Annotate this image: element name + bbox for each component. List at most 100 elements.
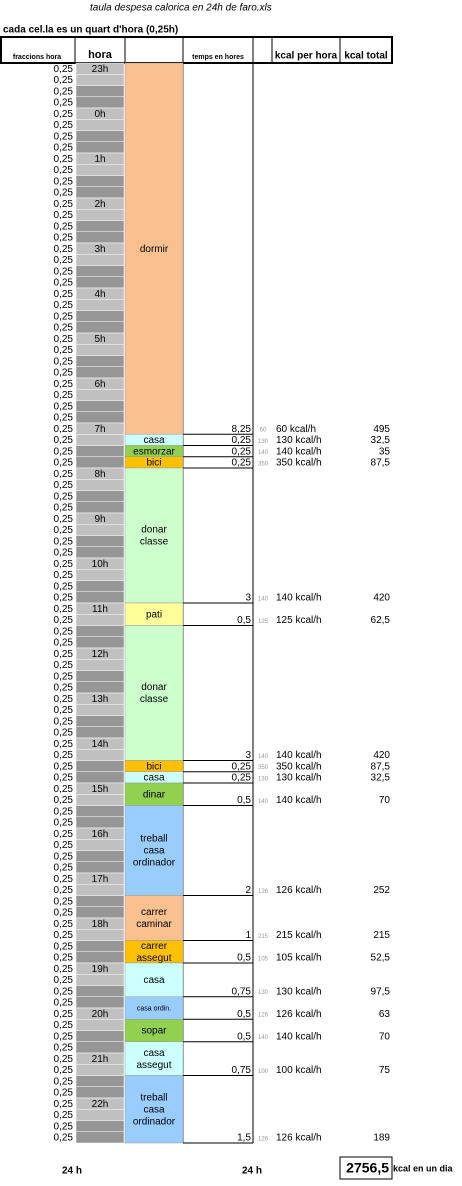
time: 0,75 <box>232 986 252 997</box>
kcal-per-hour: 140 kcal/h <box>276 593 322 604</box>
fraction: 0,25 <box>54 885 74 896</box>
fraction: 0,25 <box>54 154 74 165</box>
kcal-total: 75 <box>379 1065 391 1076</box>
fraction: 0,25 <box>54 908 74 919</box>
kcal-per-hour: 60 kcal/h <box>276 424 316 435</box>
fraction: 0,25 <box>54 356 74 367</box>
hour-label: 21h <box>92 1054 109 1065</box>
kcal-per-hour: 105 kcal/h <box>276 953 322 964</box>
hour-label: 6h <box>94 379 105 390</box>
hour-cell <box>75 1109 125 1121</box>
kcal-small: 140 <box>258 799 269 805</box>
hour-cell <box>75 265 125 277</box>
col-header: kcal total <box>344 51 388 62</box>
fraction: 0,25 <box>54 660 74 671</box>
hour-cell <box>75 569 125 581</box>
fraction: 0,25 <box>54 559 74 570</box>
time: 0,25 <box>232 446 252 457</box>
kcal-small: 130 <box>258 439 269 445</box>
hour-label: 7h <box>94 424 105 435</box>
fraction: 0,25 <box>54 964 74 975</box>
fraction: 0,25 <box>54 1110 74 1121</box>
hour-label: 8h <box>94 469 105 480</box>
fraction: 0,25 <box>54 278 74 289</box>
hour-label: 1h <box>94 154 105 165</box>
fraction: 0,25 <box>54 683 74 694</box>
hour-label: 5h <box>94 334 105 345</box>
hour-cell <box>75 119 125 131</box>
hour-cell <box>75 366 125 379</box>
fraction: 0,25 <box>54 829 74 840</box>
hour-cell <box>75 839 125 851</box>
fraction: 0,25 <box>54 188 74 199</box>
note: cada cel.la es un quart d'hora (0,25h) <box>3 25 178 36</box>
kcal-total: 420 <box>373 593 390 604</box>
fraction: 0,25 <box>54 379 74 390</box>
kcal-total: 189 <box>373 1133 390 1144</box>
kcal-total: 97,5 <box>371 986 391 997</box>
kcal-total: 215 <box>373 930 390 941</box>
fraction: 0,25 <box>54 525 74 536</box>
fraction: 0,25 <box>54 649 74 660</box>
activity-label: dinar <box>143 789 166 800</box>
hour-cell <box>75 884 125 896</box>
fraction: 0,25 <box>54 953 74 964</box>
kcal-small: 140 <box>258 754 269 760</box>
fraction: 0,25 <box>54 615 74 626</box>
hour-cell <box>75 96 125 109</box>
fraction: 0,25 <box>54 694 74 705</box>
title: taula despesa calorica en 24h de faro.xl… <box>90 3 272 14</box>
activity-block <box>124 625 184 761</box>
fraction: 0,25 <box>54 244 74 255</box>
hour-label: 4h <box>94 289 105 300</box>
kcal-small: 126 <box>258 889 269 895</box>
fraction: 0,25 <box>54 1054 74 1065</box>
fraction: 0,25 <box>54 300 74 311</box>
hour-label: 22h <box>92 1099 109 1110</box>
fraction: 0,25 <box>54 570 74 581</box>
fraction: 0,25 <box>54 176 74 187</box>
kcal-per-hour: 140 kcal/h <box>276 446 322 457</box>
hour-label: 15h <box>92 784 109 795</box>
activity-block <box>124 1041 184 1076</box>
fraction: 0,25 <box>54 739 74 750</box>
time: 0,5 <box>237 615 251 626</box>
activity-label: treball <box>140 1092 167 1103</box>
activity-label: carrer <box>141 941 168 952</box>
fraction: 0,25 <box>54 1031 74 1042</box>
kcal-small: 105 <box>258 956 269 962</box>
hour-cell <box>75 591 125 604</box>
activity-label: treball <box>140 834 167 845</box>
time: 0,5 <box>237 953 251 964</box>
activity-label: assegut <box>136 1060 171 1071</box>
fraction: 0,25 <box>54 323 74 334</box>
activity-label: assegut <box>136 953 171 964</box>
fraction: 0,25 <box>54 930 74 941</box>
hour-cell <box>75 344 125 356</box>
fraction: 0,25 <box>54 941 74 952</box>
hour-cell <box>75 209 125 221</box>
activity-block <box>124 1075 184 1144</box>
header-box <box>0 36 393 64</box>
hour-cell <box>75 760 125 772</box>
fraction: 0,25 <box>54 998 74 1009</box>
activity-label: casa <box>143 1104 165 1115</box>
time: 1,5 <box>237 1133 251 1144</box>
hour-cell <box>75 580 125 592</box>
fraction: 0,25 <box>54 1099 74 1110</box>
activity-block <box>124 962 184 997</box>
hour-cell <box>75 794 125 806</box>
hour-cell <box>75 726 125 739</box>
fraction: 0,25 <box>54 919 74 930</box>
fraction: 0,25 <box>54 975 74 986</box>
fraction: 0,25 <box>54 368 74 379</box>
hour-cell <box>75 906 125 919</box>
activity-label: sopar <box>141 1026 167 1037</box>
fraction: 0,25 <box>54 98 74 109</box>
fraction: 0,25 <box>54 233 74 244</box>
kcal-per-hour: 126 kcal/h <box>276 1133 322 1144</box>
hour-cell <box>75 625 125 637</box>
hour-cell <box>75 1131 125 1144</box>
hour-label: 2h <box>94 199 105 210</box>
fraction: 0,25 <box>54 334 74 345</box>
